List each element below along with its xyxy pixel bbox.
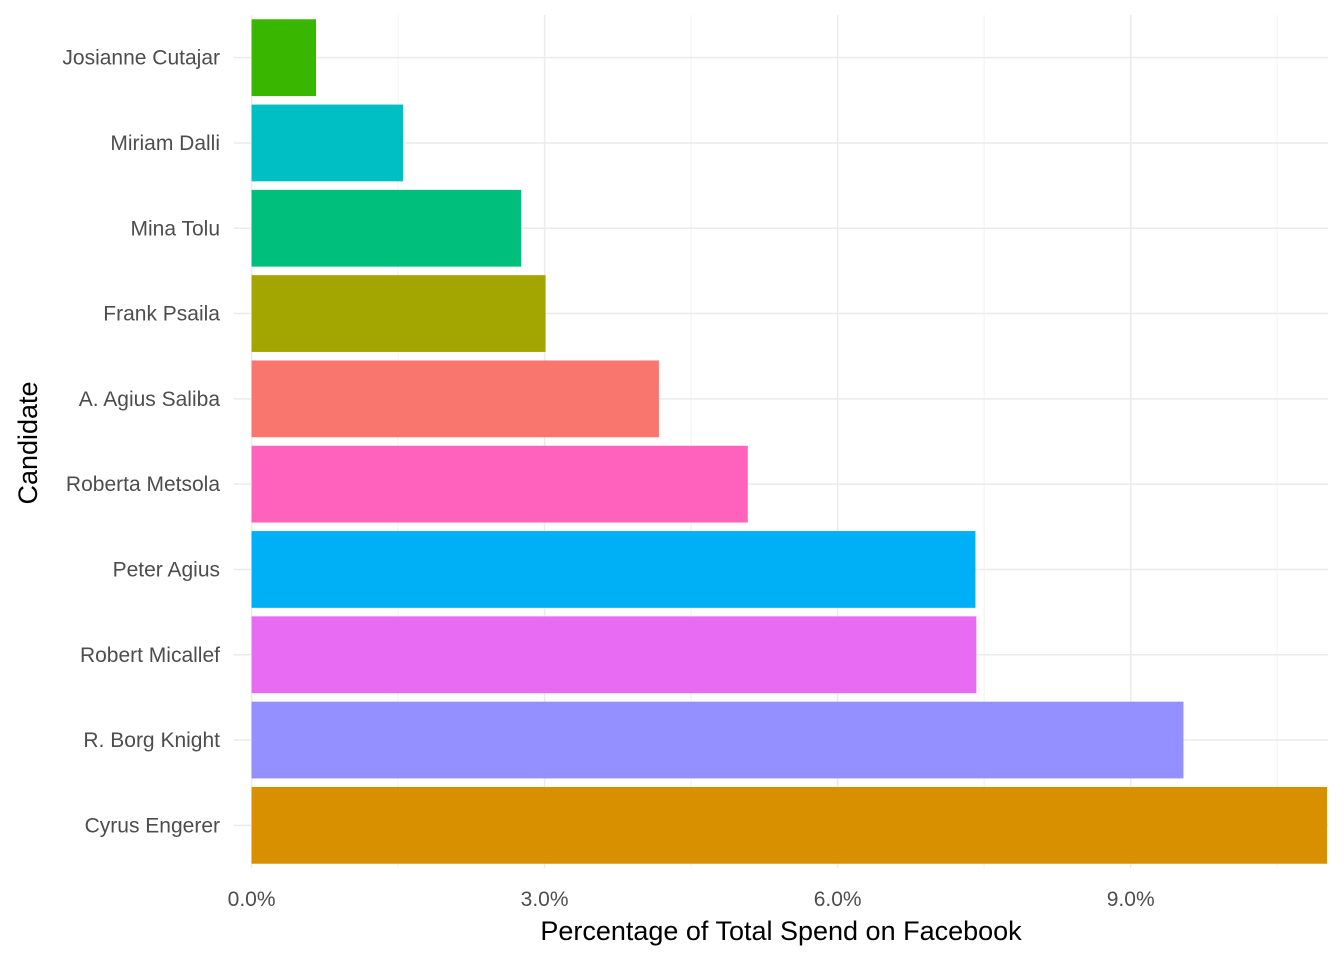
y-tick-label: Roberta Metsola xyxy=(66,473,220,496)
y-tick-labels: Josianne Cutajar Miriam Dalli Mina Tolu Fra… xyxy=(62,47,220,838)
x-tick-label: 9.0% xyxy=(1107,888,1155,911)
bar xyxy=(251,189,522,267)
x-tick-label: 6.0% xyxy=(814,888,862,911)
bar xyxy=(251,701,1184,779)
bars xyxy=(251,19,1328,864)
bar xyxy=(251,360,659,438)
y-tick-label: A. Agius Saliba xyxy=(79,388,221,411)
x-tick-label: 3.0% xyxy=(521,888,569,911)
y-tick-label: Mina Tolu xyxy=(131,217,221,240)
bar xyxy=(251,445,748,523)
bar xyxy=(251,104,403,182)
x-tick-labels: 0.0% 3.0% 6.0% 9.0% xyxy=(228,888,1155,911)
bar xyxy=(251,19,317,97)
bar xyxy=(251,275,546,352)
y-tick-label: Miriam Dalli xyxy=(110,132,220,155)
y-tick-label: Josianne Cutajar xyxy=(62,47,220,70)
y-tick-label: Peter Agius xyxy=(113,558,220,581)
y-tick-label: Frank Psaila xyxy=(103,303,220,326)
y-tick-label: R. Borg Knight xyxy=(83,729,220,752)
y-tick-label: Cyrus Engerer xyxy=(85,814,220,837)
bar xyxy=(251,616,977,694)
x-axis-title: Percentage of Total Spend on Facebook xyxy=(540,916,1022,946)
x-tick-label: 0.0% xyxy=(228,888,276,911)
y-tick-label: Robert Micallef xyxy=(80,644,220,667)
y-axis-title: Candidate xyxy=(13,381,43,504)
bar xyxy=(251,531,976,608)
bar xyxy=(251,786,1328,864)
